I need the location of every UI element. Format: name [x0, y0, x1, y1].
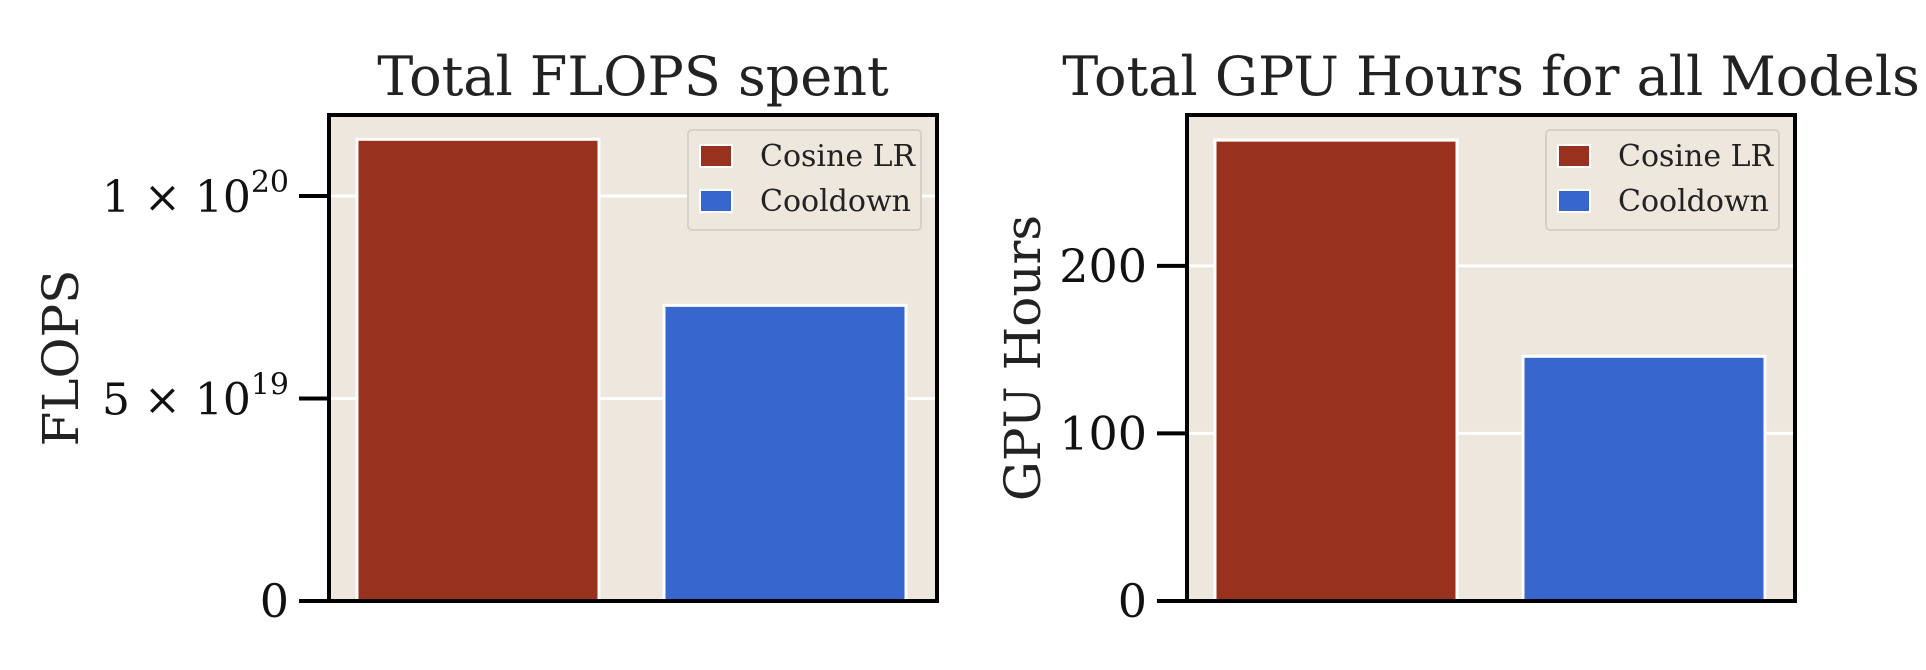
- legend-swatch-cooldown: [699, 189, 733, 213]
- legend-label-cosine: Cosine LR: [1618, 139, 1775, 174]
- y-tick-label: 1 × 1020: [102, 165, 289, 223]
- y-tick-label: 0: [260, 574, 289, 628]
- y-tick-label: 0: [1118, 574, 1147, 628]
- chart-panel-gpu-hours: 0 100 200 Total GPU Hours for all Models G…: [994, 45, 1920, 628]
- bars-flops: [355, 137, 908, 603]
- legend-label-cooldown: Cooldown: [760, 184, 911, 219]
- y-axis-label: FLOPS: [32, 270, 90, 447]
- y-tick-mantissa: 100: [1059, 406, 1147, 460]
- bar-cooldown: [662, 303, 908, 603]
- y-ticks-gpu-hours: 0 100 200: [1059, 239, 1187, 628]
- chart-panel-flops: 0 5 × 1019 1 × 1020 Total FLOPS spent FLOP…: [32, 45, 939, 628]
- y-tick-label: 100: [1059, 406, 1147, 460]
- legend-label-cosine: Cosine LR: [760, 139, 917, 174]
- bar-cosine-lr: [355, 137, 601, 603]
- legend-swatch-cosine: [699, 144, 733, 168]
- y-ticks-flops: 0 5 × 1019 1 × 1020: [102, 165, 329, 628]
- y-tick-label: 5 × 1019: [102, 368, 289, 426]
- y-tick-mantissa: 0: [260, 574, 289, 628]
- legend-swatch-cosine: [1557, 144, 1591, 168]
- y-tick-mantissa: 200: [1059, 239, 1147, 293]
- plot-frame-flops: [327, 113, 939, 603]
- legend-swatch-cooldown: [1557, 189, 1591, 213]
- y-tick-exponent: 20: [251, 165, 289, 200]
- y-tick-mantissa: 0: [1118, 574, 1147, 628]
- y-tick-label: 200: [1059, 239, 1147, 293]
- legend: Cosine LR Cooldown: [687, 129, 922, 231]
- chart-title: Total GPU Hours for all Models: [1062, 45, 1920, 108]
- bars-gpu-hours: [1213, 138, 1767, 603]
- plot-frame-gpu-hours: [1185, 113, 1797, 603]
- bar-cooldown: [1521, 354, 1767, 603]
- chart-title: Total FLOPS spent: [377, 45, 889, 108]
- legend-box: [1545, 129, 1780, 231]
- y-tick-mantissa: 5 × 10: [102, 375, 251, 426]
- bar-cosine-lr: [1213, 138, 1459, 603]
- legend-label-cooldown: Cooldown: [1618, 184, 1769, 219]
- legend: Cosine LR Cooldown: [1545, 129, 1780, 231]
- legend-box: [687, 129, 922, 231]
- y-axis-label: GPU Hours: [994, 215, 1052, 501]
- y-tick-mantissa: 1 × 10: [102, 172, 251, 223]
- y-tick-exponent: 19: [251, 368, 289, 403]
